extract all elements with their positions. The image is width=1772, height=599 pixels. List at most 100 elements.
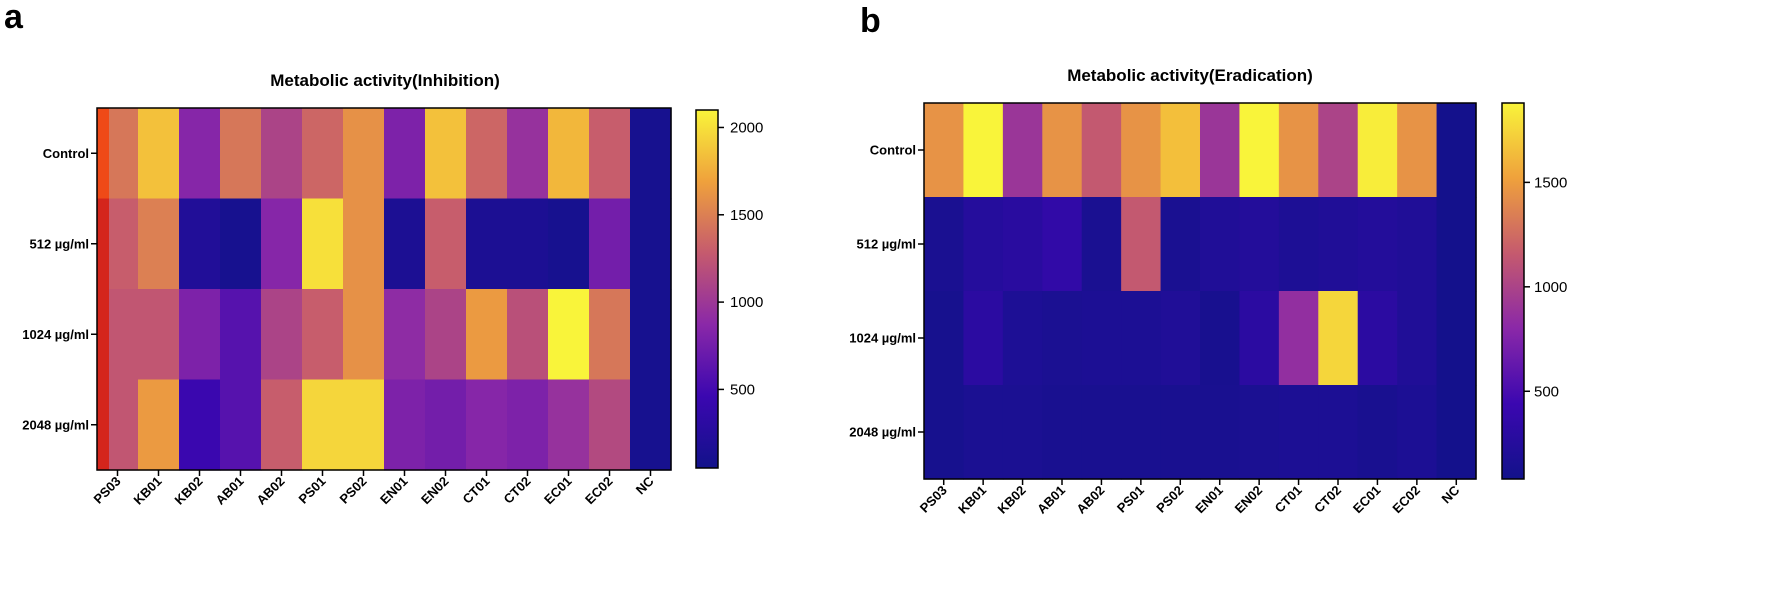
- column-label: EN02: [418, 474, 452, 508]
- heatmap-cell: [466, 379, 508, 471]
- heatmap-cell: [425, 108, 467, 200]
- heatmap-cell: [220, 108, 262, 200]
- heatmap-cell: [261, 289, 303, 381]
- row-label: 512 µg/ml: [29, 236, 89, 251]
- heatmap-cell: [466, 108, 508, 200]
- column-label: CT01: [1272, 483, 1305, 516]
- heatmap-cell: [1278, 291, 1319, 386]
- column-label: KB01: [955, 483, 989, 517]
- heatmap-cell: [220, 198, 262, 290]
- heatmap-cell: [1160, 291, 1201, 386]
- heatmap-cell: [963, 197, 1004, 292]
- heatmap-cell: [220, 289, 262, 381]
- column-label: AB01: [1034, 483, 1068, 517]
- colorbar-tick-label: 1000: [730, 294, 763, 311]
- column-label: KB02: [172, 474, 206, 508]
- heatmap-cell: [507, 289, 549, 381]
- plot-frame: [923, 102, 1477, 480]
- column-label: NC: [1439, 482, 1463, 506]
- heatmap-cell: [1081, 197, 1122, 292]
- heatmap-cell: [179, 289, 221, 381]
- heatmap-cell: [507, 108, 549, 200]
- column-label: CT02: [1311, 483, 1344, 516]
- colorbar-tick-label: 1500: [1534, 174, 1567, 191]
- row-label: Control: [870, 143, 916, 158]
- heatmap-cell: [138, 198, 180, 290]
- heatmap-cell: [343, 379, 385, 471]
- heatmap-cell: [302, 108, 344, 200]
- column-label: CT02: [501, 474, 534, 507]
- heatmap-cell: [179, 198, 221, 290]
- heatmap-cell: [138, 108, 180, 200]
- heatmap-cell: [261, 108, 303, 200]
- panel-a: a Metabolic activity(Inhibition) Control 51…: [4, 0, 763, 508]
- heatmap-cell: [1042, 291, 1083, 386]
- column-label: EC01: [1350, 483, 1384, 517]
- heatmap-cell: [261, 379, 303, 471]
- colorbar-tick-label: 1500: [730, 207, 763, 224]
- row-label: 2048 µg/ml: [22, 417, 89, 432]
- heatmap-cell: [138, 379, 180, 471]
- heatmap-cell: [924, 103, 965, 198]
- column-label: EC02: [582, 474, 616, 508]
- heatmap-cell: [179, 379, 221, 471]
- heatmap-cell: [1042, 385, 1083, 480]
- heatmap-cell: [924, 291, 965, 386]
- heatmap-cell: [1121, 385, 1162, 480]
- heatmap-cell: [1318, 291, 1359, 386]
- heatmap-cell: [589, 108, 631, 200]
- heatmap-cell: [138, 289, 180, 381]
- heatmap-cell: [548, 198, 590, 290]
- row-label: 1024 µg/ml: [22, 327, 89, 342]
- colorbar-tick-label: 1000: [1534, 279, 1567, 296]
- heatmap-cell: [1002, 385, 1043, 480]
- heatmap-cell: [548, 379, 590, 471]
- column-label: PS03: [917, 483, 950, 516]
- heatmap-cell: [1002, 197, 1043, 292]
- heatmap-cell: [1357, 103, 1398, 198]
- heatmap-cell: [1002, 291, 1043, 386]
- column-label: PS02: [337, 474, 370, 507]
- heatmap-cell: [425, 289, 467, 381]
- heatmap-cell: [425, 198, 467, 290]
- column-label: AB02: [1073, 483, 1107, 517]
- heatmap-cell: [963, 103, 1004, 198]
- heatmap-cell: [1160, 197, 1201, 292]
- heatmap-cell: [179, 108, 221, 200]
- column-label: CT01: [460, 474, 493, 507]
- colorbar: [695, 109, 719, 469]
- column-label: PS01: [296, 474, 329, 507]
- heatmap-cell: [1239, 385, 1280, 480]
- heatmap-cell: [343, 108, 385, 200]
- heatmap-cell: [1121, 103, 1162, 198]
- column-label: EN02: [1232, 483, 1266, 517]
- heatmap-cell: [1160, 385, 1201, 480]
- heatmap-cell: [963, 385, 1004, 480]
- heatmap-cell: [384, 289, 426, 381]
- row-label: Control: [43, 146, 89, 161]
- heatmap-cell: [343, 198, 385, 290]
- heatmap-cell: [1239, 291, 1280, 386]
- row-label: 512 µg/ml: [856, 237, 916, 252]
- colorbar-tick-label: 500: [1534, 383, 1559, 400]
- heatmap-cell: [1357, 385, 1398, 480]
- heatmap-cell: [1042, 197, 1083, 292]
- heatmap-cell: [1200, 291, 1241, 386]
- heatmap-cell: [589, 289, 631, 381]
- heatmap-cell: [466, 198, 508, 290]
- heatmap-cell: [261, 198, 303, 290]
- heatmap-cell: [1121, 197, 1162, 292]
- heatmap-cell: [220, 379, 262, 471]
- panel-label: b: [860, 2, 881, 40]
- heatmap-cell: [924, 385, 965, 480]
- heatmap-cell: [1357, 197, 1398, 292]
- heatmap-cell: [1278, 103, 1319, 198]
- column-label: KB02: [995, 483, 1029, 517]
- heatmap-cell: [1397, 385, 1438, 480]
- heatmap-cell: [1278, 385, 1319, 480]
- colorbar-tick-label: 2000: [730, 119, 763, 136]
- column-label: EC01: [541, 474, 575, 508]
- column-label: PS03: [91, 474, 124, 507]
- heatmap-cell: [548, 108, 590, 200]
